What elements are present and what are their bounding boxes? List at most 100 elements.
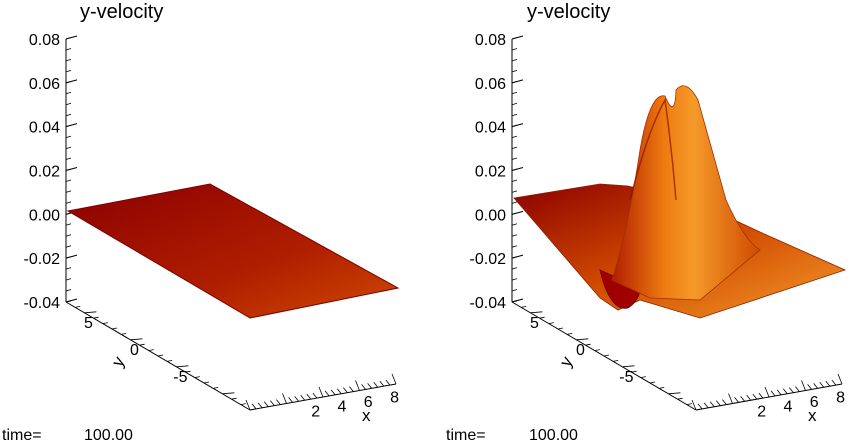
y-tick <box>75 306 81 308</box>
y-tick <box>677 397 683 400</box>
z-minor-tick <box>511 289 518 292</box>
y-tick <box>222 392 235 395</box>
y-tick-label: -5 <box>619 369 633 386</box>
y-tick <box>640 376 646 378</box>
z-tick-label: 0.00 <box>475 207 506 224</box>
x-tick <box>276 399 281 405</box>
x-tick <box>782 388 788 394</box>
x-tick <box>330 389 336 396</box>
time-label: time= <box>446 427 486 442</box>
z-minor-tick <box>511 48 518 51</box>
x-tick <box>801 380 806 391</box>
x-tick <box>716 400 721 406</box>
x-tick <box>734 397 739 403</box>
x-axis-label: x <box>808 406 817 425</box>
y-tick <box>84 311 97 314</box>
z-minor-tick <box>65 179 72 182</box>
x-tick <box>300 395 306 401</box>
y-tick <box>185 370 191 373</box>
x-tick-label: 2 <box>311 403 320 420</box>
z-minor-tick <box>511 223 518 226</box>
x-tick <box>324 390 330 397</box>
z-minor-tick <box>65 157 72 160</box>
z-minor-tick <box>511 146 518 149</box>
z-tick-label: -0.04 <box>24 295 61 312</box>
z-minor-tick <box>511 113 518 117</box>
z-major-tick <box>65 123 78 128</box>
x-tick <box>825 380 831 387</box>
y-tick <box>102 322 108 324</box>
x-axis-label: x <box>362 406 371 425</box>
z-minor-tick <box>511 278 518 281</box>
y-tick <box>148 349 154 351</box>
y-axis-label: y <box>556 353 577 370</box>
z-axis: 0.08 0.06 0.04 0.02 0.00 -0.02 -0.04 <box>24 32 78 312</box>
z-minor-tick <box>65 135 72 139</box>
z-minor-tick <box>511 135 518 139</box>
x-tick <box>391 373 397 385</box>
y-tick <box>649 381 656 384</box>
x-tick <box>306 393 312 400</box>
x-tick <box>703 402 709 409</box>
z-minor-tick <box>511 69 518 73</box>
z-tick-label: -0.02 <box>470 251 507 268</box>
x-tick <box>263 401 269 407</box>
z-major-tick <box>65 167 78 171</box>
z-minor-tick <box>65 69 72 73</box>
surface-plane <box>66 183 400 319</box>
x-tick <box>831 379 837 386</box>
z-minor-tick <box>65 190 72 193</box>
z-tick-label: 0.08 <box>29 32 60 49</box>
y-tick <box>130 338 143 341</box>
z-major-tick <box>65 254 78 259</box>
y-tick <box>231 397 237 400</box>
x-tick <box>257 402 263 409</box>
y-tick-label: 0 <box>130 342 139 359</box>
y-tick <box>686 403 692 405</box>
y-tick <box>557 327 564 330</box>
x-tick <box>697 403 703 410</box>
x-tick <box>373 382 379 388</box>
z-major-tick <box>511 210 524 215</box>
x-tick <box>795 386 800 392</box>
y-tick-label: 5 <box>84 315 93 332</box>
time-value: 100.00 <box>529 427 578 442</box>
z-major-tick <box>511 123 524 128</box>
y-tick <box>631 370 637 373</box>
z-major-tick <box>511 254 524 259</box>
z-minor-tick <box>65 48 72 51</box>
y-tick <box>194 376 200 378</box>
z-axis: 0.08 0.06 0.04 0.02 0.00 -0.02 -0.04 <box>470 32 524 312</box>
surface-peak <box>611 85 761 301</box>
z-major-tick <box>511 35 524 40</box>
z-tick-label: 0.06 <box>475 76 506 93</box>
z-minor-tick <box>511 245 518 248</box>
x-tick <box>728 393 733 404</box>
y-axis-label: y <box>108 353 129 370</box>
x-tick <box>318 386 324 398</box>
surface-plot-1: y-velocity 0.08 0.06 0.04 0.02 0.00 -0.02 -0.0… <box>2 1 400 442</box>
y-tick <box>613 360 619 362</box>
x-tick <box>722 399 727 405</box>
x-tick <box>349 386 354 392</box>
x-tick-label: 6 <box>810 394 819 411</box>
x-tick <box>282 393 287 404</box>
y-tick-label: -5 <box>173 369 187 386</box>
z-minor-tick <box>511 234 518 237</box>
z-minor-tick <box>511 102 518 106</box>
x-tick <box>294 396 299 402</box>
y-tick <box>167 360 173 362</box>
y-tick <box>139 343 145 346</box>
y-tick-label: 0 <box>576 342 585 359</box>
y-tick <box>521 306 527 308</box>
x-tick <box>385 379 391 386</box>
z-minor-tick <box>65 201 72 204</box>
x-tick-label: 4 <box>338 399 347 416</box>
y-tick <box>539 316 545 319</box>
x-tick <box>288 397 293 403</box>
y-tick <box>548 322 554 324</box>
x-tick <box>355 380 360 391</box>
z-minor-tick <box>511 179 518 182</box>
x-tick <box>361 384 366 390</box>
